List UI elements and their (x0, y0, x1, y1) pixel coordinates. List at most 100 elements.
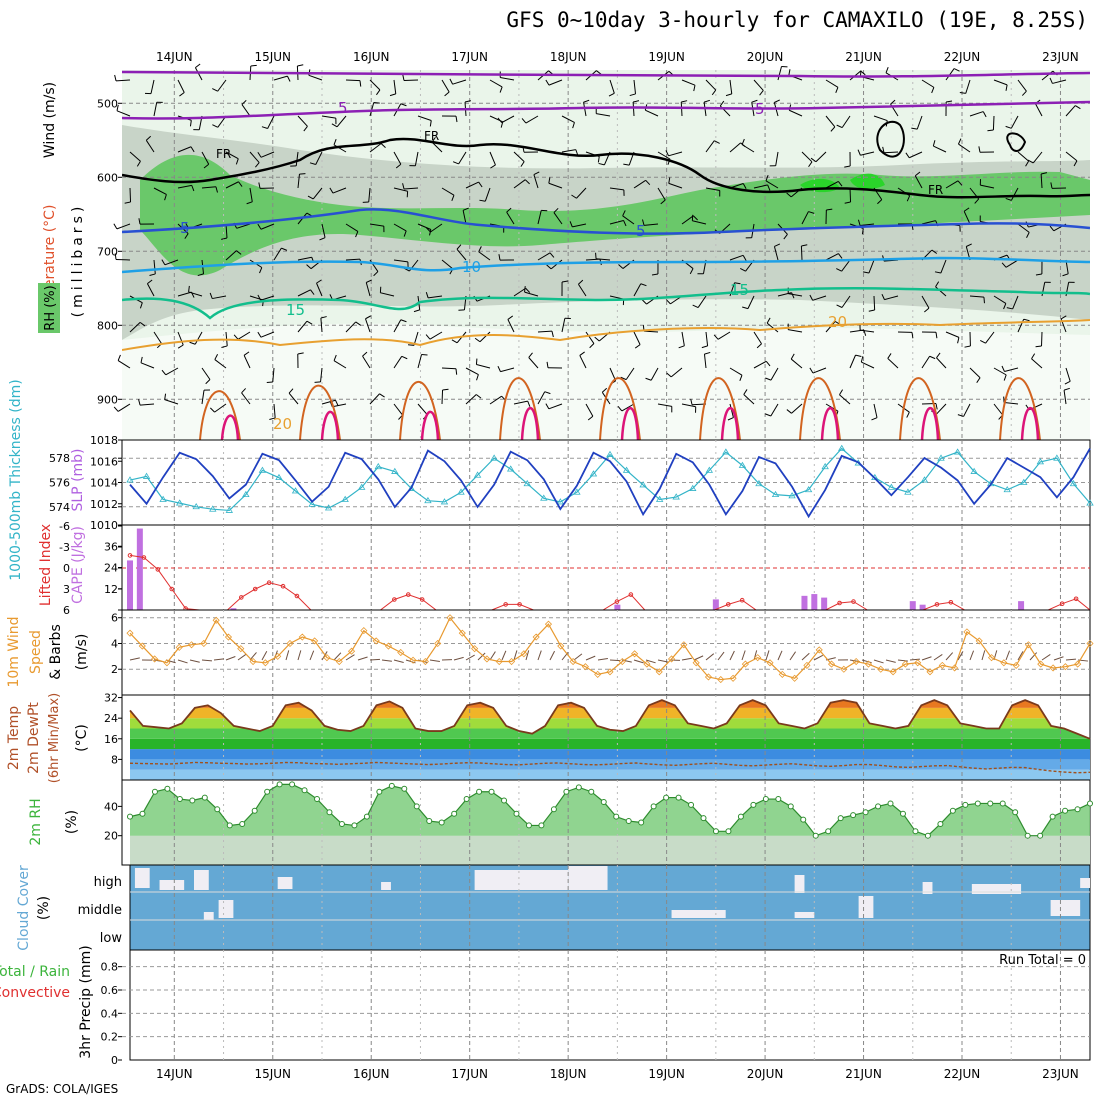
wind-barb-flag (261, 126, 268, 129)
wind-barb-flag (931, 87, 935, 94)
wind-barb (705, 331, 709, 346)
wind-barb-flag (887, 353, 892, 359)
wind10m-point (791, 674, 799, 682)
wind-barb-flag (936, 352, 941, 359)
wind-barb-flag (742, 306, 749, 310)
wind-barb (297, 174, 300, 189)
wind-barb (777, 66, 782, 81)
rh2m-point (688, 801, 695, 808)
wind-barb-flag (527, 400, 531, 407)
wind-barb-flag (713, 334, 719, 340)
wind-barb (861, 361, 875, 369)
wind-barb-flag (139, 321, 146, 327)
rh-band-light (122, 323, 1090, 440)
wind-barb-flag (587, 415, 594, 421)
wind-barb (369, 79, 381, 91)
wind-barb-flag (147, 279, 153, 285)
wind-barb-flag (982, 111, 987, 118)
wind10m-barb (873, 659, 884, 664)
y-tick-label: 574 (49, 501, 70, 514)
wind10m-point (557, 642, 565, 650)
wind-barb-flag (743, 389, 748, 395)
wind-barb (177, 331, 184, 346)
wind-barb (225, 250, 237, 261)
wind-barb-flag (444, 91, 450, 97)
wind-barb-flag (490, 164, 496, 169)
wind-barb (729, 142, 741, 153)
cape-bar (801, 595, 808, 610)
rh2m-point (176, 796, 183, 803)
wind-barb (697, 295, 707, 308)
wind-barb-flag (1075, 105, 1081, 110)
wind-barb-flag (257, 223, 262, 230)
wind-barb-flag (205, 379, 211, 385)
rh2m-point (264, 788, 271, 795)
wind-barb (548, 182, 563, 189)
wind-barb (431, 141, 443, 153)
wind-barb-flag (838, 253, 843, 259)
cloud-level-low: low (100, 931, 123, 946)
wind-barb (129, 151, 141, 162)
wind-barb (333, 360, 347, 369)
wind-barb (935, 286, 947, 297)
wind-barb (993, 295, 1007, 304)
wind-barb (489, 151, 496, 166)
wind-barb-flag (830, 126, 836, 132)
wind-barb-flag (622, 210, 626, 217)
wind-barb-flag (297, 352, 304, 355)
label-rh2m: 2m RH (28, 798, 44, 845)
wind-barb (609, 187, 624, 191)
temp2m-y-axis: 8 16 24 32 (104, 692, 122, 766)
wind-barb (393, 79, 397, 94)
wind-barb-flag (379, 393, 385, 398)
wind-barb-flag (734, 282, 741, 285)
wind-barb (753, 79, 764, 91)
wind-barb-flag (826, 208, 833, 211)
wind-barb (633, 79, 637, 94)
wind10m-barb (885, 659, 896, 663)
wind-barb-flag (751, 99, 758, 103)
wind-barb (320, 318, 323, 333)
wind-barb-flag (475, 394, 482, 399)
rh2m-point (987, 800, 994, 807)
rh2m-point (289, 781, 296, 788)
wind-barb-flag (355, 321, 361, 326)
wind-barb (116, 223, 131, 230)
wind-barb (621, 403, 635, 412)
wind10m-point (507, 657, 516, 666)
rh2m-point (513, 810, 520, 817)
wind-barb-flag (791, 292, 795, 299)
wind-barb-flag (957, 337, 960, 344)
wind-barb-flag (623, 163, 630, 166)
wind-barb-flag (678, 345, 685, 349)
wind-barb (501, 115, 515, 124)
wind-barb-flag (692, 215, 698, 221)
thickness-point (242, 490, 250, 498)
wind-barb (717, 331, 731, 340)
wind-barb-flag (756, 343, 762, 349)
wind-barb-flag (425, 334, 431, 340)
wind-barb-flag (221, 345, 228, 348)
y-tick-label: 800 (97, 319, 118, 332)
wind-barb (345, 79, 361, 82)
wind10m-point (852, 657, 860, 666)
wind-barb-flag (429, 120, 432, 127)
wind-barb (441, 367, 457, 370)
wind-barb-flag (236, 250, 242, 255)
wind-barb-flag (546, 264, 552, 270)
wind10m-point (323, 654, 331, 662)
rh2m-point (700, 815, 707, 822)
rh2m-point (937, 820, 944, 827)
wind-barb (441, 259, 454, 270)
wind-barb (1017, 151, 1029, 162)
wind10m-barb (465, 654, 475, 661)
lifted-index-line (129, 554, 1091, 611)
wind-barb (825, 321, 836, 333)
wind-barb-flag (666, 372, 672, 378)
wind-barb-flag (857, 219, 861, 226)
wind-barb-flag (145, 135, 152, 141)
wind-barb-flag (783, 234, 788, 240)
wind-barb-flag (935, 332, 938, 339)
contour-label: 5 (755, 100, 765, 118)
